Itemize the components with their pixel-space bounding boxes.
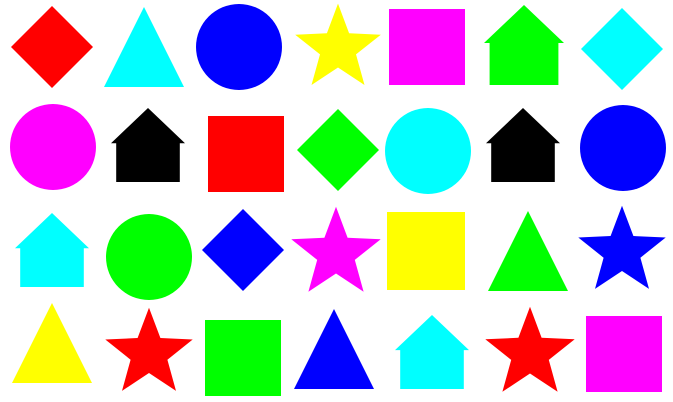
magenta-square-shape	[586, 316, 662, 392]
green-circle-shape	[106, 214, 192, 300]
cyan-house-shape	[15, 213, 89, 287]
cyan-triangle-shape	[104, 7, 184, 87]
black-house-shape	[111, 108, 185, 182]
green-triangle-shape	[488, 211, 568, 291]
red-star-shape	[485, 306, 575, 392]
red-diamond-shape	[11, 6, 93, 88]
blue-circle-shape	[196, 4, 282, 90]
magenta-star-shape	[291, 206, 381, 292]
yellow-star-shape	[295, 3, 381, 86]
green-diamond-shape	[297, 109, 379, 191]
black-house-shape	[486, 108, 560, 182]
cyan-house-shape	[395, 315, 469, 389]
red-square-shape	[208, 116, 284, 192]
green-house-shape	[484, 5, 564, 85]
cyan-diamond-shape	[581, 8, 663, 90]
yellow-square-shape	[387, 212, 465, 290]
blue-diamond-shape	[202, 209, 284, 291]
yellow-triangle-shape	[12, 303, 92, 383]
blue-circle-shape	[580, 105, 666, 191]
red-star-shape	[105, 307, 193, 391]
cyan-circle-shape	[385, 108, 471, 194]
magenta-circle-shape	[10, 104, 96, 190]
blue-star-shape	[578, 205, 666, 289]
blue-triangle-shape	[294, 309, 374, 389]
magenta-square-shape	[389, 9, 465, 85]
green-square-shape	[205, 320, 281, 396]
